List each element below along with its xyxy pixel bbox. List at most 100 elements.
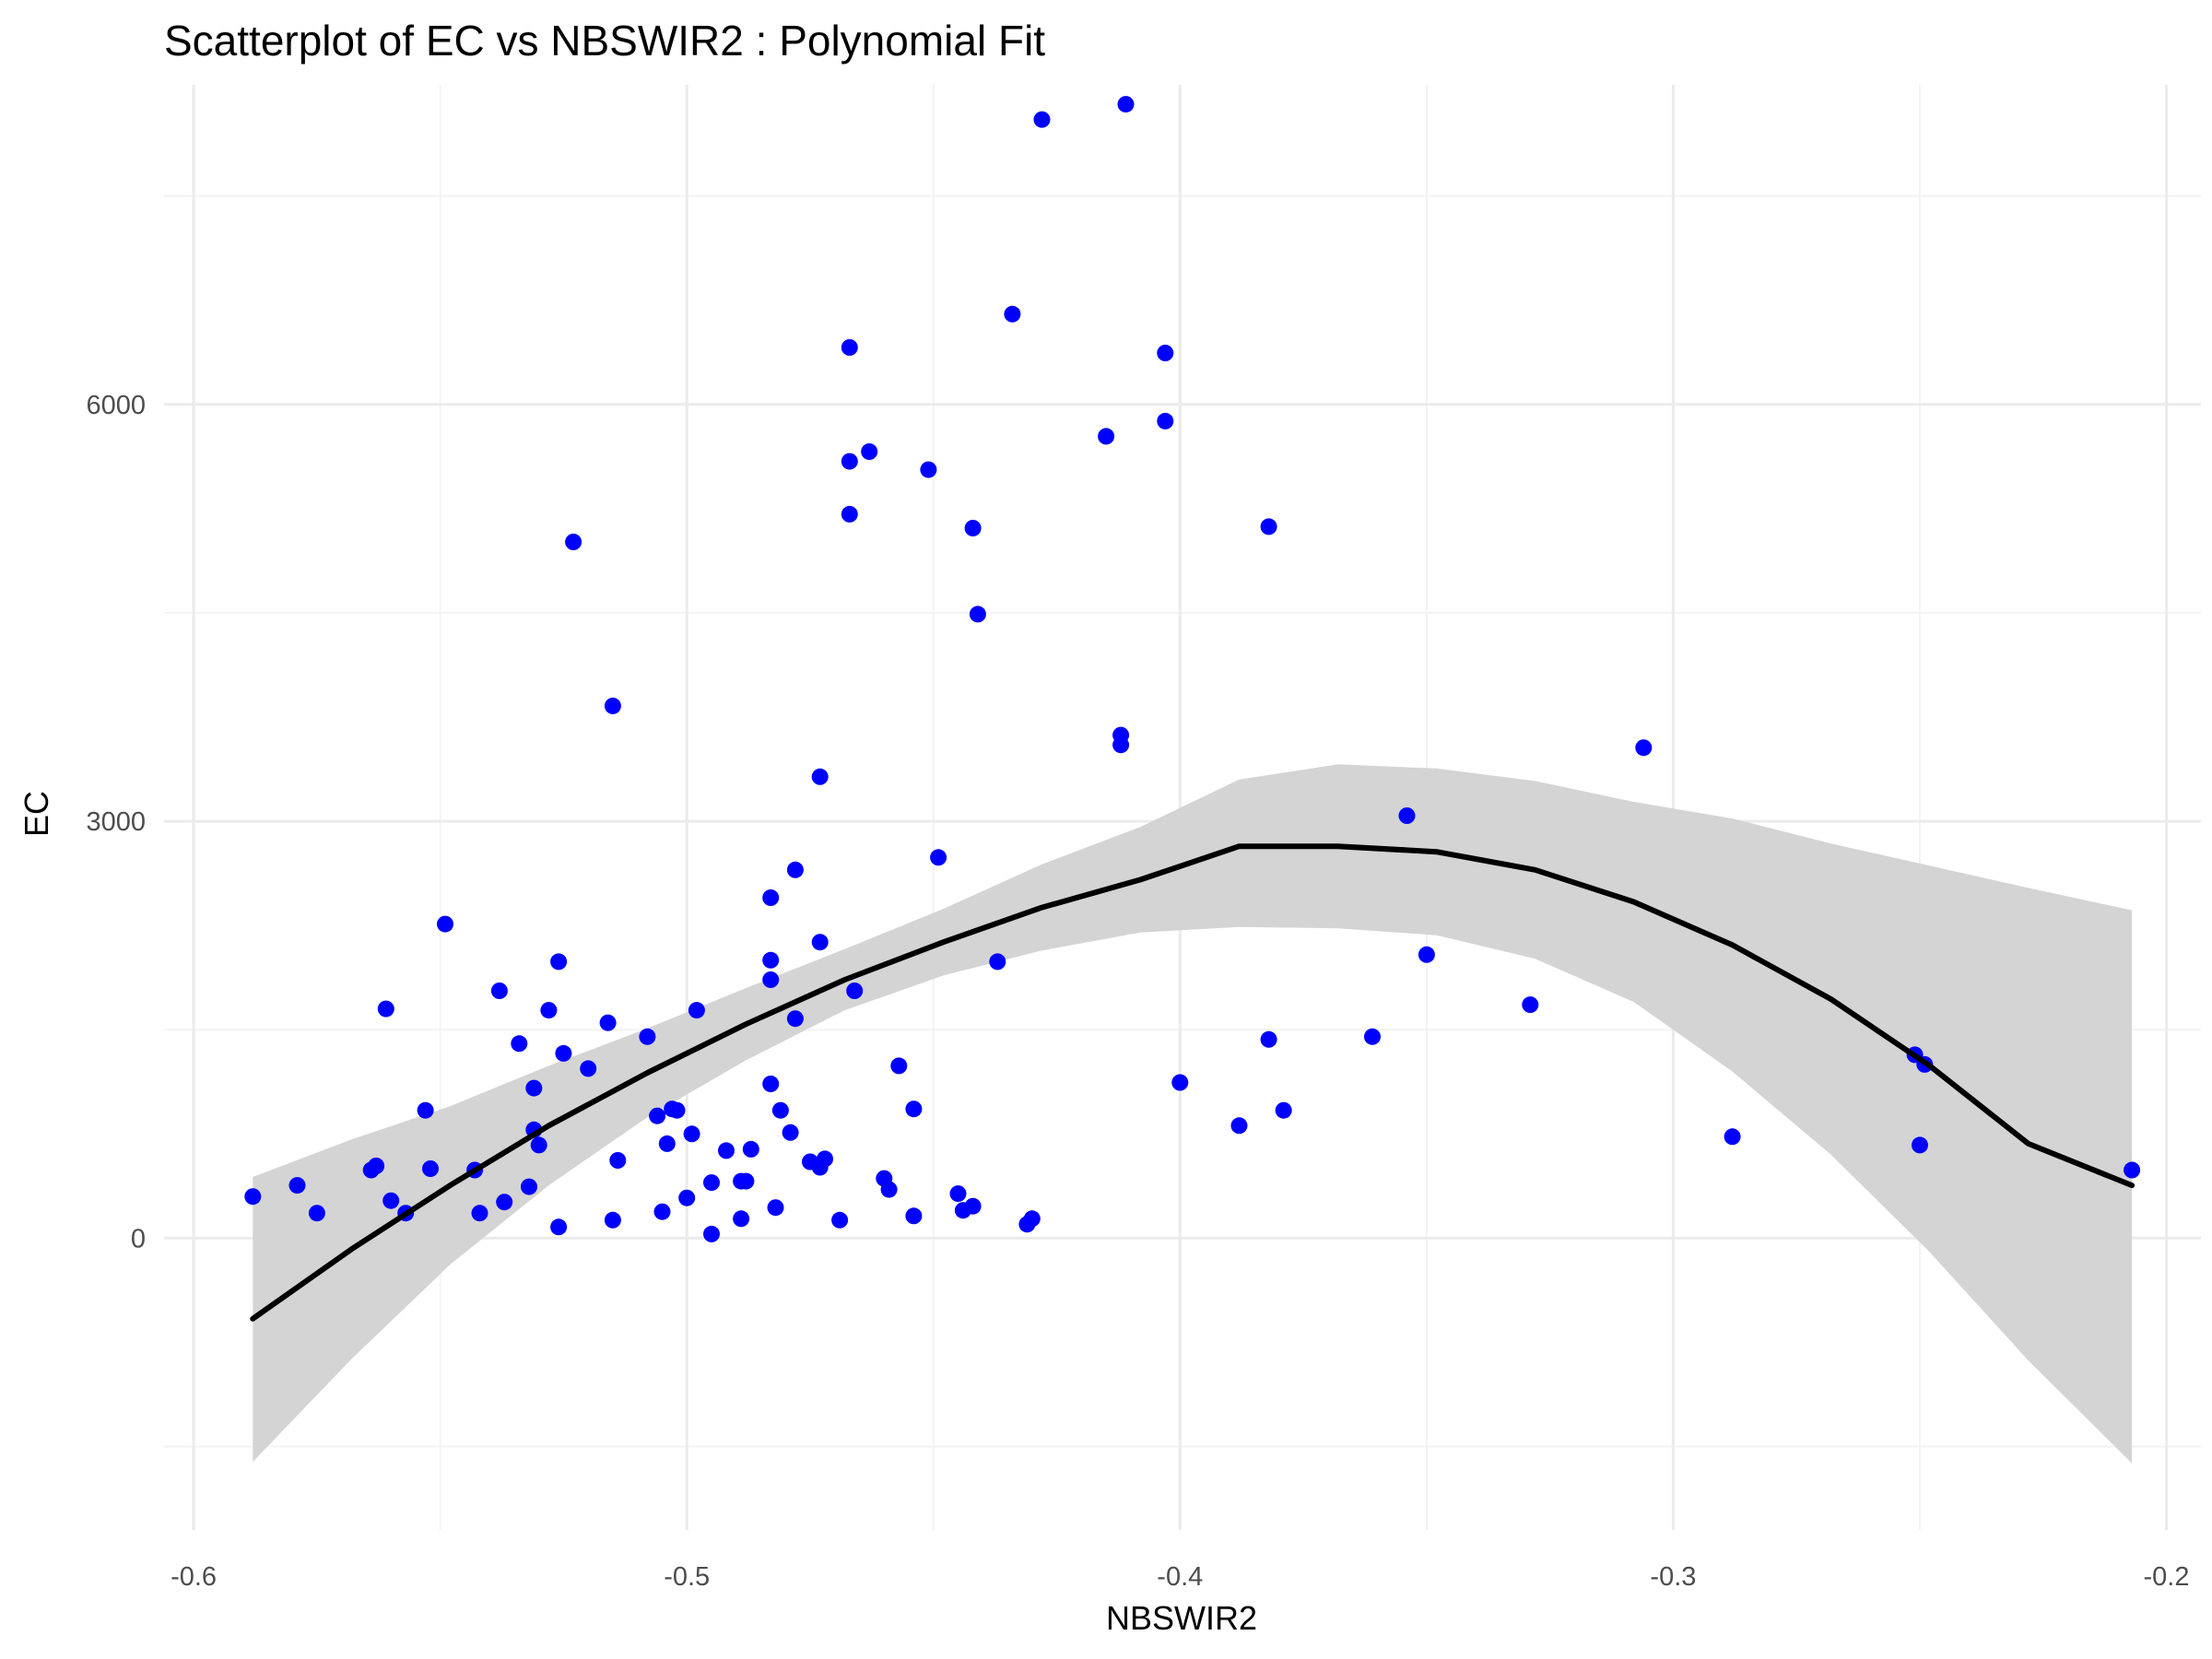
data-point [718,1142,735,1159]
data-point [1364,1028,1381,1045]
data-point [762,1076,780,1092]
data-point [668,1101,686,1119]
data-point [1171,1074,1189,1091]
data-point [1157,345,1174,361]
data-points [244,96,2141,1242]
data-point [683,1125,700,1143]
data-point [1033,111,1051,128]
data-point [762,971,780,988]
data-point [1418,946,1435,963]
data-point [540,1002,558,1019]
data-point [1724,1128,1741,1146]
data-point [511,1035,528,1053]
x-axis-title: NBSWIR2 [1106,1599,1257,1637]
data-point [905,1100,923,1118]
data-point [604,697,621,714]
data-point [964,1197,982,1215]
x-tick-labels: -0.6 -0.5 -0.4 -0.3 -0.2 [171,1562,2189,1592]
y-tick-label: 6000 [86,391,146,420]
data-point [767,1199,784,1217]
data-point [1023,1210,1041,1228]
data-point [417,1101,434,1119]
data-point [678,1189,696,1206]
data-point [1117,96,1135,113]
data-point [308,1205,325,1222]
data-point [1230,1117,1248,1135]
data-point [521,1178,537,1195]
data-point [703,1174,720,1192]
data-point [737,1172,755,1190]
x-tick-label: -0.2 [2144,1562,2190,1592]
data-point [550,953,568,971]
data-point [831,1211,849,1229]
data-point [377,1000,394,1018]
data-point [422,1160,439,1177]
data-point [1398,807,1416,824]
data-point [771,1101,789,1119]
data-point [550,1218,568,1236]
grid-lines [164,85,2201,1530]
data-point [920,461,937,478]
data-point [742,1140,759,1158]
chart-title: Scatterplot of EC vs NBSWIR2 : Polynomia… [164,17,1045,65]
data-point [555,1044,572,1062]
data-point [580,1060,597,1077]
fit-curve [250,843,2136,1322]
data-point [565,534,582,550]
confidence-band-layer [253,764,2133,1464]
y-tick-label: 3000 [86,807,146,837]
data-point [2124,1161,2141,1179]
data-point [733,1210,750,1228]
data-point [1912,1136,1928,1154]
data-point [930,849,947,866]
data-point [703,1225,720,1242]
data-point [1522,996,1539,1014]
data-point [437,915,453,933]
data-point [1260,1030,1277,1048]
y-axis-title: EC [18,791,55,837]
data-point [609,1152,627,1169]
data-point [786,1010,804,1028]
data-point [811,768,829,785]
data-point [525,1079,543,1097]
data-point [604,1211,621,1229]
data-point [762,951,780,969]
data-point [496,1194,513,1211]
data-point [688,1002,705,1019]
data-point [811,934,829,951]
data-point [989,953,1006,971]
data-point [964,520,982,536]
data-point [861,443,878,460]
data-point [382,1192,400,1209]
data-point [490,982,508,999]
data-point [1260,518,1277,535]
data-point [653,1203,671,1220]
data-point [649,1107,666,1124]
data-point [1004,305,1021,323]
data-point [890,1057,908,1075]
data-point [841,505,858,523]
data-point [530,1136,547,1154]
data-point [880,1181,898,1198]
data-point [782,1124,799,1141]
data-point [471,1205,488,1222]
data-point [949,1185,967,1203]
x-tick-label: -0.4 [1157,1562,1203,1592]
y-tick-label: 0 [131,1224,146,1253]
data-point [841,339,858,356]
fit-curve-layer [250,843,2136,1322]
data-point [905,1207,923,1225]
data-point [1275,1101,1292,1119]
x-tick-label: -0.5 [664,1562,710,1592]
x-tick-label: -0.3 [1650,1562,1696,1592]
data-point [1112,736,1130,754]
data-point [1157,412,1174,429]
data-point [288,1177,306,1194]
data-point [1098,428,1115,445]
data-point [817,1150,833,1168]
confidence-band [253,764,2133,1464]
data-point [786,861,804,878]
data-point [368,1158,385,1174]
